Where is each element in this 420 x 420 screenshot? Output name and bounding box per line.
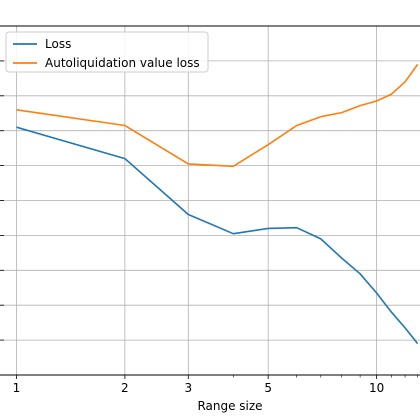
- series-line-autoliquidation-value-loss: [16, 63, 419, 168]
- series-lines: [16, 63, 419, 345]
- x-axis-ticks: 1 2 3 5 10: [13, 375, 418, 395]
- plot-frame: [0, 25, 420, 376]
- x-tick-label: 2: [121, 381, 129, 395]
- x-tick-label: 3: [184, 381, 192, 395]
- x-axis-label: Range size: [197, 399, 262, 413]
- grid-lines: [0, 26, 420, 375]
- legend-label: Loss: [45, 37, 71, 51]
- x-tick-label: 1: [13, 381, 21, 395]
- x-tick-label: 5: [264, 381, 272, 395]
- series-line-loss: [16, 126, 419, 345]
- legend: Loss Autoliquidation value loss: [5, 31, 209, 73]
- legend-box: [5, 31, 209, 73]
- x-tick-label: 10: [369, 381, 384, 395]
- legend-label: Autoliquidation value loss: [45, 56, 200, 70]
